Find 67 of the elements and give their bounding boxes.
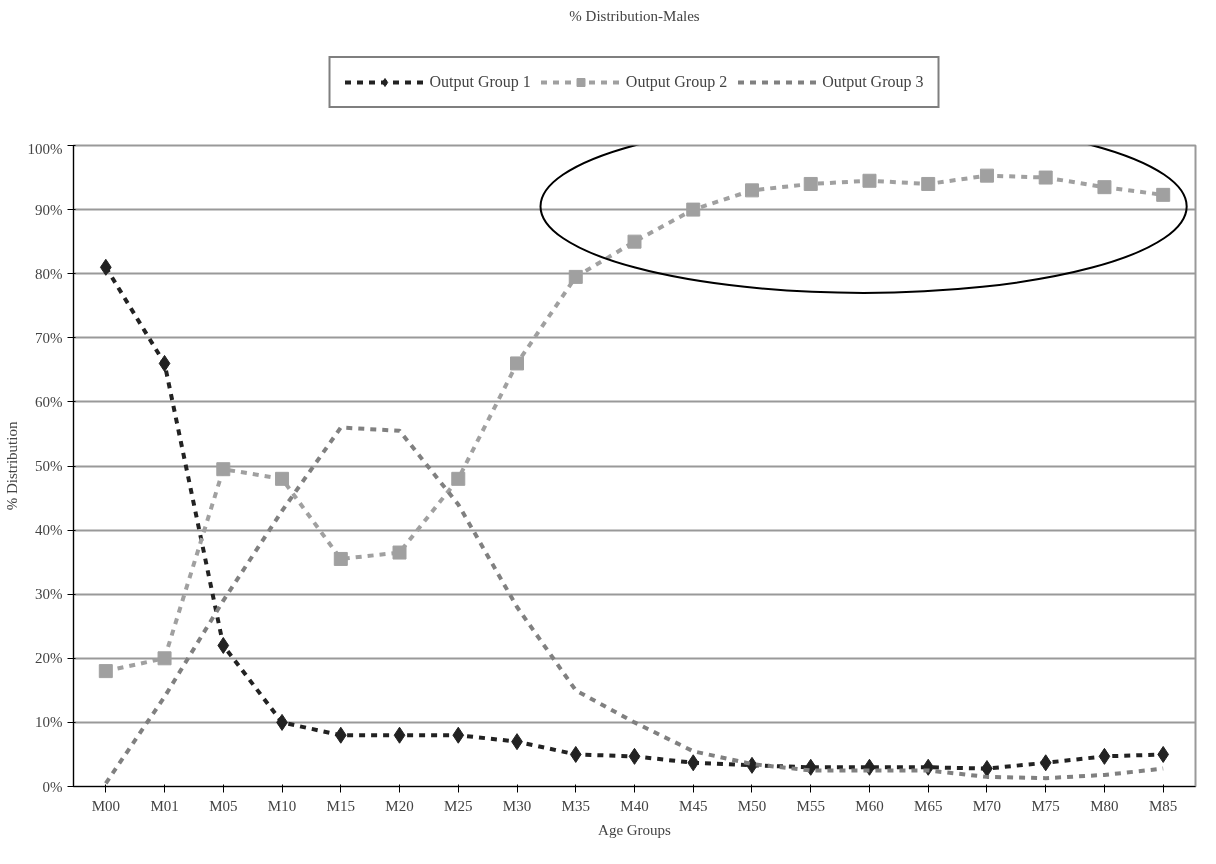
x-tick-label: M25: [444, 797, 473, 814]
point: [98, 664, 113, 679]
point: [862, 173, 877, 188]
point: [686, 202, 701, 217]
point: [452, 726, 465, 744]
y-axis-title: % Distribution: [3, 421, 20, 511]
y-tick-label: 40%: [35, 522, 63, 539]
y-tick-label: 20%: [35, 650, 63, 667]
point: [1156, 187, 1171, 202]
y-tick-label: 10%: [35, 714, 63, 731]
x-tick-label: M10: [267, 797, 297, 814]
x-axis-title: Age Groups: [598, 821, 672, 838]
point: [1157, 745, 1170, 763]
point: [687, 754, 700, 772]
y-tick-label: 50%: [35, 458, 63, 474]
y-tick-label: 60%: [35, 393, 63, 410]
point: [921, 176, 936, 191]
x-tick-label: M80: [1090, 797, 1119, 814]
point: [216, 462, 231, 477]
point: [393, 726, 406, 744]
point: [334, 726, 347, 744]
x-tick-label: M01: [150, 797, 179, 814]
x-tick-label: M70: [972, 797, 1002, 814]
point: [744, 183, 759, 198]
point: [627, 234, 642, 249]
x-tick-label: M45: [679, 797, 708, 814]
y-tick-label: 0%: [42, 778, 63, 795]
point: [1039, 754, 1052, 772]
point: [99, 258, 112, 276]
x-tick-label: M05: [209, 797, 238, 814]
point: [158, 354, 171, 372]
x-tick-label: M20: [385, 797, 414, 814]
point: [628, 747, 641, 765]
point: [979, 168, 994, 183]
y-tick-label: 80%: [35, 265, 63, 282]
point: [568, 269, 583, 284]
point: [1038, 170, 1053, 185]
x-tick-label: M35: [561, 797, 590, 814]
y-tick-label: 100%: [27, 140, 63, 157]
legend-label: Output Group 1: [429, 72, 531, 91]
legend-label: Output Group 2: [625, 72, 728, 91]
point: [803, 176, 818, 191]
x-tick-label: M65: [914, 797, 943, 814]
x-tick-label: M60: [855, 797, 884, 814]
point: [275, 471, 290, 486]
y-tick-label: 30%: [35, 586, 63, 603]
point: [569, 745, 582, 763]
chart-title: % Distribution-Males: [569, 7, 700, 24]
point: [1097, 180, 1112, 195]
legend-label: Output Group 3: [822, 72, 924, 91]
x-tick-label: M50: [737, 797, 767, 814]
point: [333, 551, 348, 566]
point: [510, 356, 525, 371]
x-tick-label: M55: [796, 797, 825, 814]
y-tick-label: 70%: [35, 329, 63, 346]
x-tick-label: M75: [1031, 797, 1060, 814]
point: [217, 636, 230, 654]
x-tick-label: M30: [502, 797, 532, 814]
x-tick-label: M85: [1149, 797, 1178, 814]
point: [157, 651, 172, 666]
point: [1098, 747, 1111, 765]
point: [392, 545, 407, 560]
y-tick-label: 90%: [35, 201, 63, 218]
point: [451, 471, 466, 486]
x-tick-label: M00: [91, 797, 120, 814]
x-tick-label: M15: [326, 797, 355, 814]
x-tick-label: M40: [620, 797, 649, 814]
